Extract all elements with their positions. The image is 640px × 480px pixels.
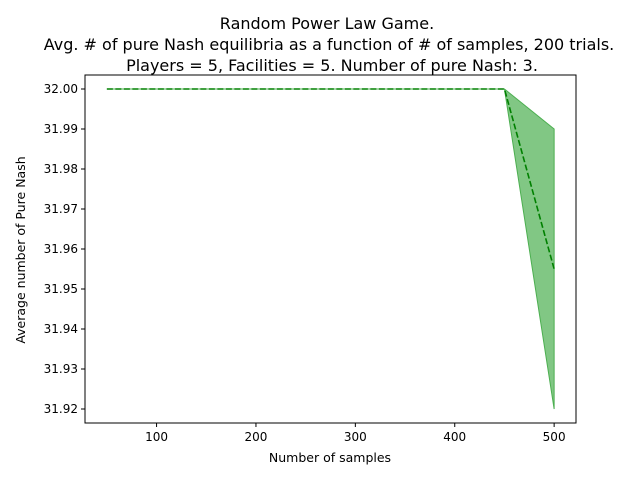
x-axis-label: Number of samples bbox=[269, 450, 391, 465]
x-tick-label: 100 bbox=[145, 430, 168, 444]
title-line-1: Random Power Law Game. bbox=[220, 14, 434, 33]
chart-title: Random Power Law Game. Avg. # of pure Na… bbox=[44, 14, 614, 75]
title-line-2: Avg. # of pure Nash equilibria as a func… bbox=[44, 35, 614, 54]
confidence-band bbox=[106, 88, 555, 410]
x-tick-label: 300 bbox=[344, 430, 367, 444]
plot-area bbox=[105, 88, 556, 410]
plot-frame bbox=[84, 74, 577, 424]
series-line bbox=[106, 88, 555, 270]
y-axis-ticks: 31.92 31.93 31.94 31.95 31.96 31.97 31.98 31.99… bbox=[44, 82, 85, 416]
y-tick-label: 31.92 bbox=[44, 402, 78, 416]
y-tick-label: 31.96 bbox=[44, 242, 78, 256]
y-tick-label: 31.93 bbox=[44, 362, 78, 376]
y-tick-label: 31.97 bbox=[44, 202, 78, 216]
data-point bbox=[155, 88, 158, 91]
y-tick-label: 31.94 bbox=[44, 322, 78, 336]
data-point bbox=[453, 88, 456, 91]
data-point bbox=[304, 88, 307, 91]
data-point bbox=[205, 88, 208, 91]
y-tick-label: 31.99 bbox=[44, 122, 78, 136]
y-axis-label: Average number of Pure Nash bbox=[13, 156, 28, 343]
data-point bbox=[254, 88, 257, 91]
x-axis-ticks: 100 200 300 400 500 bbox=[145, 423, 566, 444]
x-tick-label: 500 bbox=[543, 430, 566, 444]
title-line-3: Players = 5, Facilities = 5. Number of p… bbox=[126, 56, 538, 75]
data-point bbox=[553, 268, 556, 271]
x-tick-label: 200 bbox=[245, 430, 268, 444]
data-point bbox=[503, 88, 506, 91]
data-point bbox=[354, 88, 357, 91]
y-tick-label: 32.00 bbox=[44, 82, 78, 96]
data-point bbox=[105, 88, 108, 91]
data-point bbox=[404, 88, 407, 91]
y-tick-label: 31.95 bbox=[44, 282, 78, 296]
x-tick-label: 400 bbox=[443, 430, 466, 444]
y-tick-label: 31.98 bbox=[44, 162, 78, 176]
